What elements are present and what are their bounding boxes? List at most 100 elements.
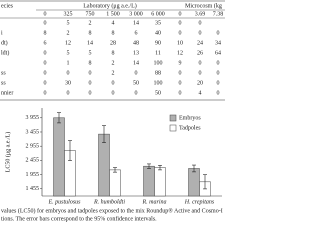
cell: 88 [155,70,161,76]
cell: 64 [215,50,221,56]
column-header: 3.69 [195,11,206,17]
row-label: ldt) [1,49,9,56]
cell: 12 [65,40,71,46]
y-tick-label: 1 455 [26,186,40,192]
cell: 50 [155,90,161,96]
cell: 5 [67,50,70,56]
bar [188,168,200,197]
legend-label: Tadpoles [179,125,201,131]
cell: 34 [215,40,221,46]
cell: 30 [65,80,71,86]
cell: 8 [112,30,115,36]
y-tick-label: 2 955 [26,144,40,150]
cell: 0 [89,80,92,86]
row-label: i [1,30,3,36]
cell: 13 [133,50,139,56]
column-header: 6 000 [151,11,165,17]
column-header: 0 [179,11,182,17]
bar [109,169,121,197]
cell: 9 [179,60,182,66]
cell: 12 [177,50,183,56]
y-tick-label: 3 455 [26,129,40,135]
cell: 2 [67,30,70,36]
row-label: nnier [1,90,13,96]
bar [154,167,166,197]
legend-label: Embryos [179,115,201,121]
cell: 14 [133,60,139,66]
cell: 8 [112,50,115,56]
y-tick-label: 1 955 [26,172,40,178]
y-tick-label: 2 455 [26,158,40,164]
cell: 14 [87,40,93,46]
cell: 2 [89,20,92,26]
cell: 0 [44,80,47,86]
column-header: 3 000 [129,11,143,17]
cell: 0 [44,70,47,76]
cell: 5 [89,50,92,56]
cell: 5 [67,20,70,26]
cell: 1 [67,60,70,66]
cell: 0 [217,80,220,86]
cell: 8 [89,60,92,66]
cell: 0 [217,30,220,36]
cell: 2 [112,70,115,76]
cell: 4 [199,90,202,96]
cell: 48 [133,40,139,46]
cell: 28 [110,40,116,46]
bar [143,165,155,197]
cell: 0 [135,70,138,76]
cell: 0 [199,20,202,26]
cell: 0 [179,70,182,76]
cell: 0 [44,20,47,26]
column-header: 1 500 [106,11,120,17]
cell: 11 [155,50,161,56]
cell: 0 [89,90,92,96]
cell: 14 [133,20,139,26]
cell: 0 [44,50,47,56]
x-tick-label: H. crepitans [184,199,215,205]
cell: 0 [135,90,138,96]
column-header: 7.38 [213,11,224,17]
legend-swatch [169,114,177,122]
x-tick-label: R. humboldti [93,199,125,205]
cell: 2 [112,60,115,66]
cell: 8 [89,30,92,36]
cell: 0 [67,90,70,96]
cell: 0 [199,30,202,36]
bar [53,117,65,197]
row-label: ss [1,70,6,76]
cell: 90 [155,40,161,46]
cell: 40 [155,30,161,36]
cell: 6 [135,30,138,36]
bar [98,133,110,197]
cell: 0 [112,80,115,86]
table-corner: ecies [1,3,14,9]
cell: 10 [177,40,183,46]
cell: 0 [179,90,182,96]
cell: 0 [199,60,202,66]
cell: 24 [197,40,203,46]
column-header: 325 [64,11,73,17]
y-tick-label: 3 955 [26,115,40,121]
cell: 50 [133,80,139,86]
cell: 0 [112,90,115,96]
caption: tions. The error bars correspond to the … [1,215,157,222]
cell: 0 [179,20,182,26]
y-axis-label: LC50 (μg a.e./L) [4,132,11,173]
cell: 0 [179,30,182,36]
x-tick-label: E. pustulosus [47,199,81,205]
legend-swatch [169,124,177,132]
x-tick-label: R. marina [142,199,167,205]
cell: 0 [44,60,47,66]
cell: 0 [44,90,47,96]
table-group: Microcosm (kg [185,2,222,9]
column-header: 0 [44,11,47,17]
cell: 0 [199,70,202,76]
cell: 100 [154,60,163,66]
cell: 20 [197,80,203,86]
cell: 0 [67,70,70,76]
cell: 6 [44,40,47,46]
cell: 0 [217,60,220,66]
row-label: ss [1,80,6,86]
cell: 0 [179,80,182,86]
